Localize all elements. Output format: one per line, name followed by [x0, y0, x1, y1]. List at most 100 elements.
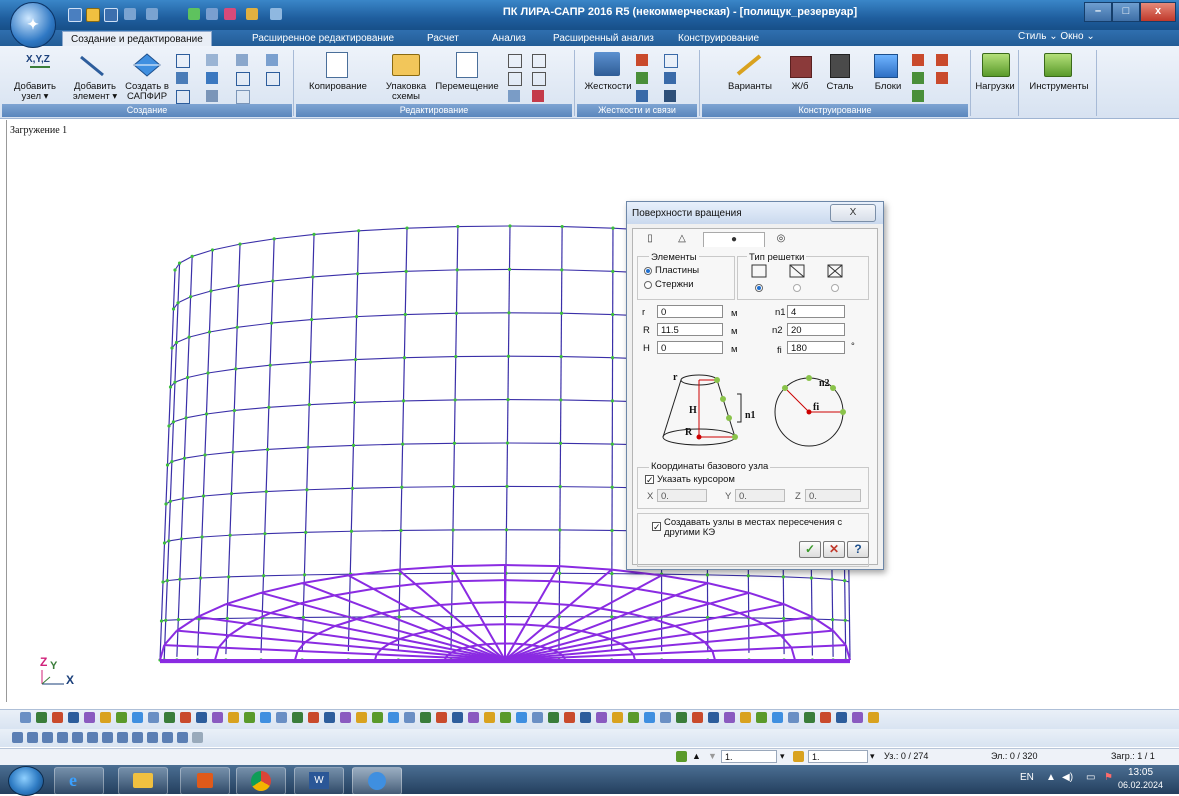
view-tool-icon[interactable]: [84, 712, 95, 723]
create-nodes-checkbox[interactable]: ✓: [652, 522, 661, 531]
model-drawing[interactable]: [0, 120, 1179, 705]
help-button[interactable]: ?: [847, 541, 869, 558]
n2-input[interactable]: 20: [787, 323, 845, 336]
blocks-button[interactable]: Блоки: [868, 82, 908, 92]
view-tool-icon[interactable]: [724, 712, 735, 723]
status-pencil-icon[interactable]: [793, 751, 804, 762]
action-center-icon[interactable]: ⚑: [1104, 772, 1113, 783]
mesh-cross-radio[interactable]: [831, 284, 839, 292]
add-node-button[interactable]: Добавить узел ▾: [4, 82, 66, 102]
tab-calculation[interactable]: Расчет: [427, 31, 459, 46]
stretch-icon[interactable]: [532, 72, 546, 86]
node-grid-icon[interactable]: [206, 72, 218, 84]
language-indicator[interactable]: EN: [1020, 772, 1034, 783]
settings-icon[interactable]: [508, 90, 520, 102]
view-tool-icon[interactable]: [660, 712, 671, 723]
stiffness-button[interactable]: Жесткости: [584, 82, 632, 92]
anchor-icon[interactable]: [664, 90, 676, 102]
coord-x-input[interactable]: 0.: [657, 489, 707, 502]
tab-cylinder[interactable]: ▯: [635, 232, 665, 246]
filter-tool-icon[interactable]: [102, 732, 113, 743]
shell-icon[interactable]: [236, 54, 248, 66]
filter-tool-icon[interactable]: [87, 732, 98, 743]
view-tool-icon[interactable]: [340, 712, 351, 723]
view-tool-icon[interactable]: [116, 712, 127, 723]
view-tool-icon[interactable]: [212, 712, 223, 723]
mesh-icon[interactable]: [176, 90, 190, 104]
constraint-icon[interactable]: [664, 54, 678, 68]
down-arrow-icon[interactable]: ▼: [708, 751, 717, 761]
view-tool-icon[interactable]: [148, 712, 159, 723]
mesh-diagonal-radio[interactable]: [793, 284, 801, 292]
tab-advanced-edit[interactable]: Расширенное редактирование: [252, 31, 394, 46]
view-tool-icon[interactable]: [804, 712, 815, 723]
hinge-icon[interactable]: [636, 54, 648, 66]
scale-field-1[interactable]: 1.: [721, 750, 777, 763]
tab-sphere[interactable]: ●: [703, 232, 765, 247]
view-icon[interactable]: [188, 8, 200, 20]
dropdown-icon[interactable]: ▾: [780, 751, 785, 762]
add-element-button[interactable]: Добавить элемент ▾: [68, 82, 122, 102]
design-tool-icon[interactable]: [912, 90, 924, 102]
model-icon[interactable]: [224, 8, 236, 20]
loads-button[interactable]: Нагрузки: [974, 82, 1016, 92]
cancel-button[interactable]: ✕: [823, 541, 845, 558]
view-tool-icon[interactable]: [244, 712, 255, 723]
support-icon[interactable]: [636, 72, 648, 84]
view-tool-icon[interactable]: [324, 712, 335, 723]
view-tool-icon[interactable]: [164, 712, 175, 723]
network-icon[interactable]: ▭: [1086, 772, 1095, 783]
filter-tool-icon[interactable]: [117, 732, 128, 743]
view-tool-icon[interactable]: [228, 712, 239, 723]
pack-scheme-button[interactable]: Упаковка схемы: [380, 82, 432, 102]
view-tool-icon[interactable]: [708, 712, 719, 723]
rc-button[interactable]: Ж/б: [784, 82, 816, 92]
view-tool-icon[interactable]: [372, 712, 383, 723]
rods-radio[interactable]: [644, 281, 652, 289]
view-tool-icon[interactable]: [548, 712, 559, 723]
taskbar-lira-button[interactable]: [352, 767, 402, 795]
filter-tool-icon[interactable]: [147, 732, 158, 743]
view-tool-icon[interactable]: [532, 712, 543, 723]
view-tool-icon[interactable]: [276, 712, 287, 723]
view-tool-icon[interactable]: [468, 712, 479, 723]
n1-input[interactable]: 4: [787, 305, 845, 318]
dialog-close-button[interactable]: X: [830, 204, 876, 222]
application-menu-button[interactable]: ✦: [10, 2, 56, 48]
view-tool-icon[interactable]: [308, 712, 319, 723]
create-in-sapfir-button[interactable]: Создать в САПФИР: [122, 82, 172, 102]
view-tool-icon[interactable]: [836, 712, 847, 723]
tab-torus[interactable]: ◎: [767, 232, 795, 246]
function-icon[interactable]: [206, 90, 218, 102]
view-tool-icon[interactable]: [20, 712, 31, 723]
filter-tool-icon[interactable]: [132, 732, 143, 743]
print-icon[interactable]: [206, 8, 218, 20]
surface-icon[interactable]: [266, 54, 278, 66]
tab-advanced-analysis[interactable]: Расширенный анализ: [553, 31, 654, 46]
view-tool-icon[interactable]: [612, 712, 623, 723]
taskbar-media-button[interactable]: [180, 767, 230, 795]
filter-tool-icon[interactable]: [162, 732, 173, 743]
start-button[interactable]: [8, 766, 44, 796]
view-tool-icon[interactable]: [356, 712, 367, 723]
view-tool-icon[interactable]: [788, 712, 799, 723]
coord-z-input[interactable]: 0.: [805, 489, 861, 502]
tab-analysis[interactable]: Анализ: [492, 31, 526, 46]
H-input[interactable]: 0: [657, 341, 723, 354]
view-tool-icon[interactable]: [484, 712, 495, 723]
redo-icon[interactable]: [146, 8, 158, 20]
array-icon[interactable]: [236, 90, 250, 104]
taskbar-word-button[interactable]: W: [294, 767, 344, 795]
view-tool-icon[interactable]: [500, 712, 511, 723]
dropdown-icon[interactable]: ▾: [870, 751, 875, 762]
status-load-icon[interactable]: [676, 751, 687, 762]
tab-design[interactable]: Конструирование: [678, 31, 759, 46]
scale-field-2[interactable]: 1.: [808, 750, 868, 763]
taskbar-chrome-button[interactable]: [236, 767, 286, 795]
design-tool-icon[interactable]: [936, 54, 948, 66]
cone-icon[interactable]: [206, 54, 218, 66]
rect-icon[interactable]: [266, 72, 280, 86]
point-with-cursor-checkbox[interactable]: ✓: [645, 475, 654, 484]
view-tool-icon[interactable]: [772, 712, 783, 723]
r-input[interactable]: 0: [657, 305, 723, 318]
